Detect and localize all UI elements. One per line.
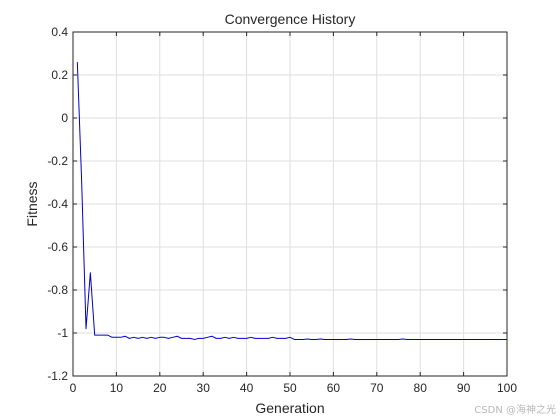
y-tick-label: -1.2 [47, 369, 68, 383]
x-tick-label: 80 [414, 381, 428, 395]
x-tick-label: 20 [153, 381, 167, 395]
x-tick-label: 70 [370, 381, 384, 395]
y-tick-label: -0.4 [47, 197, 68, 211]
grid-lines [73, 32, 507, 376]
y-tick-label: -1 [57, 326, 68, 340]
x-tick-label: 10 [110, 381, 124, 395]
series-line-fitness [76, 62, 507, 340]
axis-ticks: 0 10 20 30 40 50 60 70 80 90 100 0.4 0.2 0 -0.2 -0.4 -0.… [47, 25, 517, 395]
chart-title: Convergence History [225, 11, 356, 27]
watermark-text: CSDN @海神之光 [474, 403, 556, 416]
y-tick-label: -0.8 [47, 283, 68, 297]
y-axis-label: Fitness [24, 181, 40, 226]
x-tick-label: 50 [283, 381, 297, 395]
y-tick-label: -0.6 [47, 240, 68, 254]
y-tick-label: 0 [61, 111, 68, 125]
x-tick-label: 60 [327, 381, 341, 395]
x-tick-label: 100 [497, 381, 517, 395]
x-tick-label: 0 [70, 381, 77, 395]
x-tick-label: 30 [197, 381, 211, 395]
x-tick-label: 90 [457, 381, 471, 395]
series-layer [76, 62, 507, 340]
x-axis-label: Generation [255, 400, 324, 416]
y-tick-label: 0.2 [51, 68, 68, 82]
y-tick-label: 0.4 [51, 25, 68, 39]
y-tick-label: -0.2 [47, 154, 68, 168]
x-tick-label: 40 [240, 381, 254, 395]
